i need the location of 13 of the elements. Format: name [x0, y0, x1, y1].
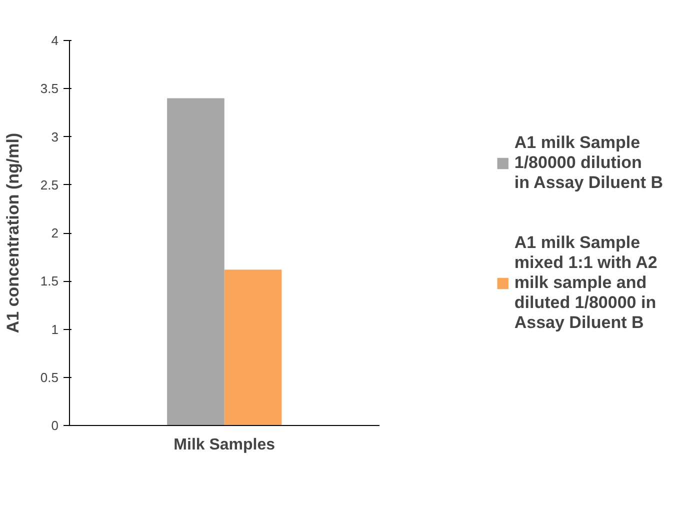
- y-tick-label: 2.5: [40, 177, 59, 192]
- y-tick-label: 1.5: [40, 274, 59, 289]
- y-tick-label: 4: [51, 33, 59, 48]
- y-tick-label: 3.5: [40, 81, 59, 96]
- y-tick-label: 3: [51, 129, 59, 144]
- y-tick-label: 0: [51, 418, 59, 433]
- y-tick-label: 0.5: [40, 370, 59, 385]
- y-tick-label: 1: [51, 322, 59, 337]
- legend-label: A1 milk Sample 1/80000 dilution in Assay Diluent B: [514, 132, 663, 192]
- y-axis-title: A1 concentration (ng/ml): [3, 132, 22, 334]
- x-tick-label: Milk Samples: [174, 436, 276, 454]
- legend-label: A1 milk Sample mixed 1:1 with A2 milk sample and diluted 1/80000 in Assay Diluent B: [514, 232, 658, 332]
- y-tick-label: 2: [51, 226, 59, 240]
